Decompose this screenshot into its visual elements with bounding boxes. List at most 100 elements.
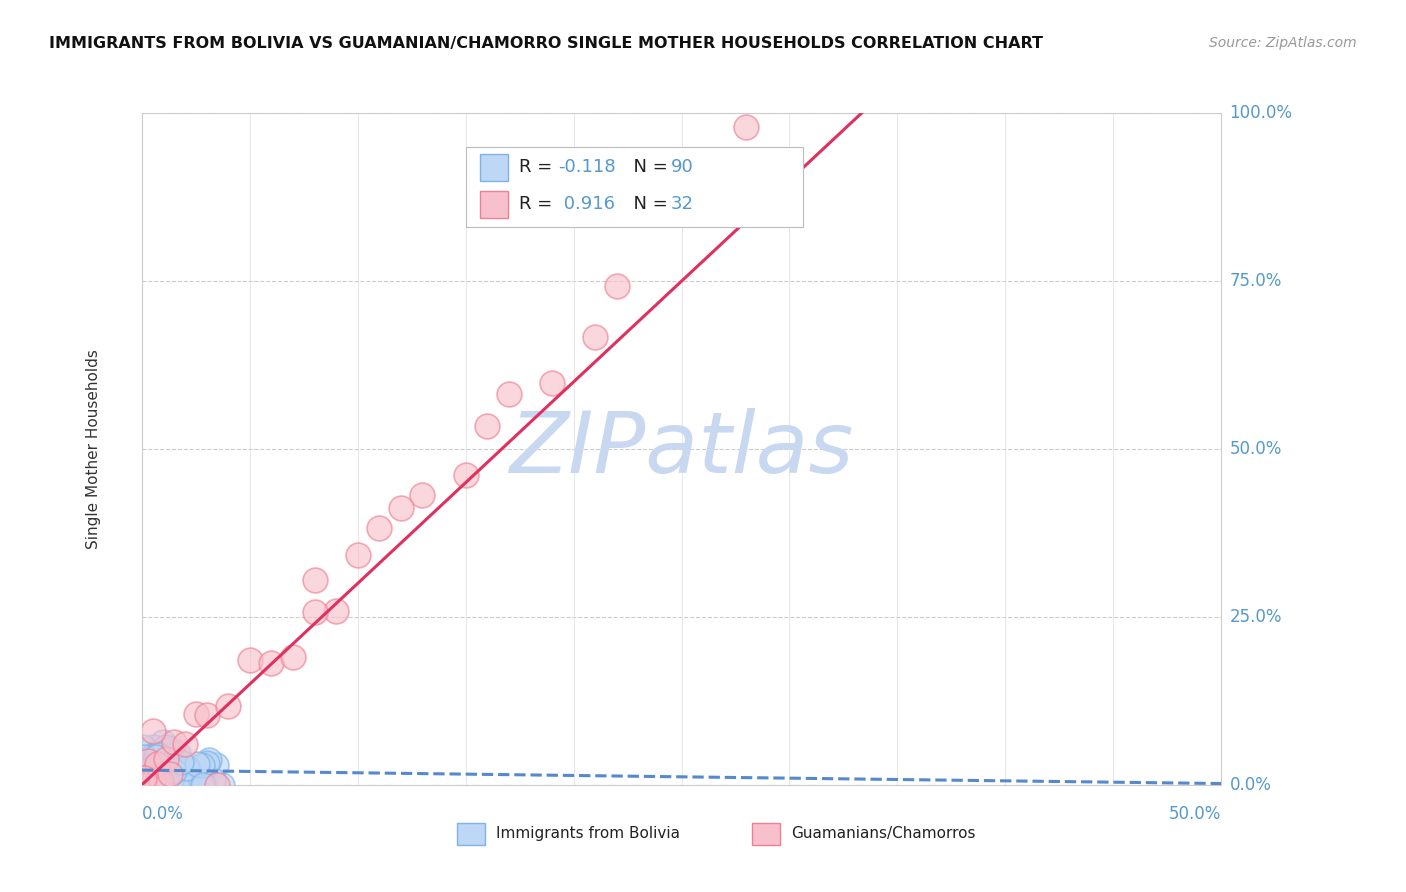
Point xyxy=(132,769,155,783)
Point xyxy=(454,468,477,483)
Point xyxy=(136,772,159,786)
Point xyxy=(184,707,207,722)
Point xyxy=(735,120,758,134)
Point xyxy=(159,741,181,756)
Point xyxy=(142,762,165,776)
Point xyxy=(163,764,186,778)
Point xyxy=(162,762,184,776)
Point xyxy=(150,777,173,791)
Point xyxy=(148,757,170,772)
Point xyxy=(142,773,165,788)
Point xyxy=(169,768,191,782)
Text: 50.0%: 50.0% xyxy=(1168,805,1222,823)
Point xyxy=(304,573,326,587)
Point xyxy=(389,501,412,516)
Point xyxy=(160,771,183,785)
Point xyxy=(156,758,179,772)
Point xyxy=(134,765,156,780)
Point xyxy=(191,778,214,792)
Point xyxy=(498,387,520,401)
Point xyxy=(195,767,218,781)
Point xyxy=(180,773,202,788)
Point xyxy=(165,772,187,787)
Point xyxy=(132,758,155,772)
Point xyxy=(143,758,166,772)
Point xyxy=(183,778,205,792)
Point xyxy=(146,759,169,773)
Point xyxy=(167,768,190,782)
Point xyxy=(606,279,628,293)
Point xyxy=(201,772,224,787)
Point xyxy=(135,752,157,766)
Point xyxy=(155,769,177,783)
Point xyxy=(141,778,163,792)
Point xyxy=(149,764,172,779)
Point xyxy=(152,735,174,749)
Point xyxy=(148,773,170,788)
Point xyxy=(166,761,188,775)
Point xyxy=(170,755,193,769)
Point xyxy=(136,763,159,777)
Text: R =: R = xyxy=(519,195,558,213)
Text: Guamanians/Chamorros: Guamanians/Chamorros xyxy=(792,826,976,841)
Text: -0.118: -0.118 xyxy=(558,159,616,177)
Point xyxy=(132,771,155,785)
Point xyxy=(167,769,190,783)
Point xyxy=(145,747,167,761)
Point xyxy=(195,707,218,722)
Point xyxy=(155,772,177,786)
Point xyxy=(142,724,165,739)
Point xyxy=(174,771,197,785)
Point xyxy=(142,748,165,763)
Point xyxy=(197,756,219,770)
Point xyxy=(198,753,221,767)
Point xyxy=(159,767,181,781)
Point xyxy=(159,756,181,771)
Point xyxy=(211,778,233,792)
Point xyxy=(217,699,239,714)
Point xyxy=(149,767,172,781)
Text: Immigrants from Bolivia: Immigrants from Bolivia xyxy=(496,826,681,841)
Point xyxy=(180,771,202,785)
Point xyxy=(149,765,172,780)
Point xyxy=(477,419,499,434)
Point xyxy=(145,778,167,792)
Point xyxy=(148,774,170,789)
Point xyxy=(155,739,177,754)
Point xyxy=(541,376,564,390)
Point xyxy=(325,604,347,618)
Point xyxy=(155,752,177,766)
Point xyxy=(281,650,304,665)
Point xyxy=(260,656,283,670)
Point xyxy=(172,756,194,770)
Point xyxy=(368,521,391,535)
Point xyxy=(149,777,172,791)
Point xyxy=(166,758,188,772)
Point xyxy=(304,606,326,620)
Point xyxy=(159,778,181,792)
Point xyxy=(169,772,191,787)
Point xyxy=(142,740,165,755)
Point xyxy=(146,765,169,780)
Point xyxy=(145,750,167,764)
Point xyxy=(145,768,167,782)
Point xyxy=(186,756,208,771)
Point xyxy=(159,776,181,790)
Point xyxy=(153,775,176,789)
Point xyxy=(153,762,176,776)
Point xyxy=(239,652,262,666)
Point xyxy=(166,746,188,760)
Point xyxy=(163,735,186,749)
Point xyxy=(583,330,606,344)
Text: 0.0%: 0.0% xyxy=(1230,776,1271,794)
Point xyxy=(205,757,228,772)
Point xyxy=(190,778,212,792)
Point xyxy=(134,749,156,764)
Point xyxy=(141,756,163,770)
Text: R =: R = xyxy=(519,159,558,177)
Text: 0.916: 0.916 xyxy=(558,195,616,213)
Point xyxy=(346,548,368,562)
Point xyxy=(155,752,177,766)
Point xyxy=(139,756,162,771)
Point xyxy=(191,775,214,789)
